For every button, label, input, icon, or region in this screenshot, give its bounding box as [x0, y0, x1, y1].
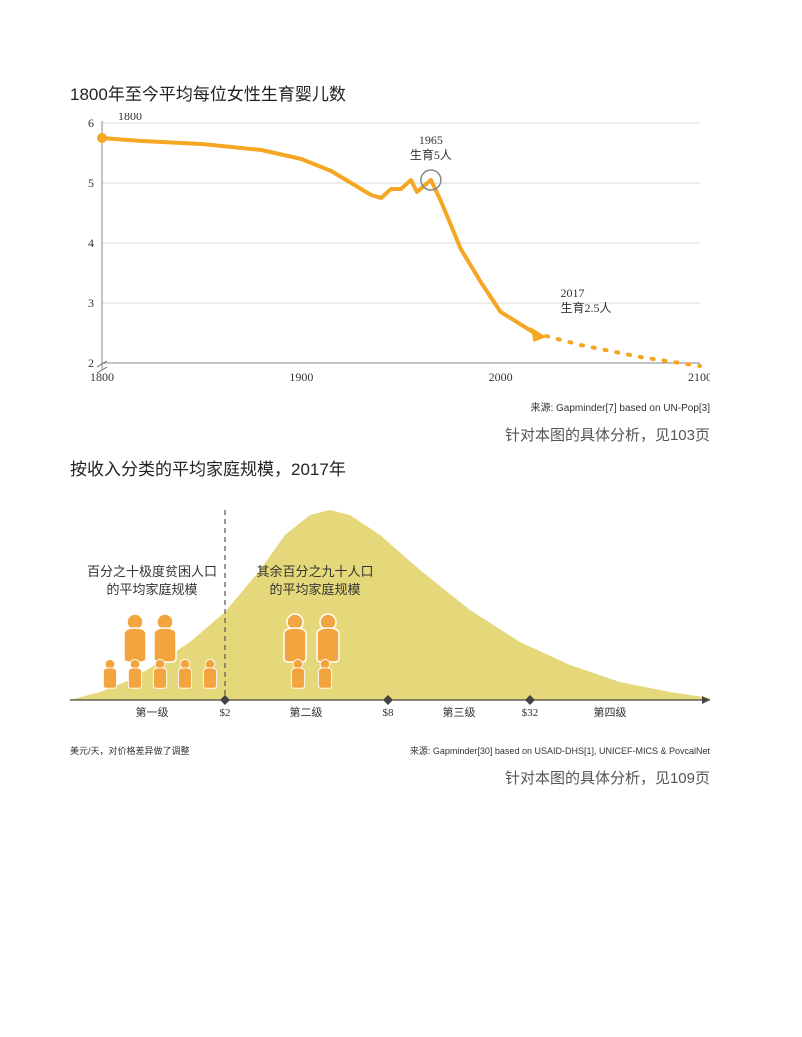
- svg-text:$32: $32: [522, 707, 539, 719]
- svg-text:3: 3: [88, 296, 94, 310]
- svg-text:2000: 2000: [489, 370, 513, 384]
- svg-text:第一级: 第一级: [136, 705, 169, 719]
- svg-text:生育2.5人: 生育2.5人: [560, 300, 611, 315]
- svg-text:1900: 1900: [289, 370, 313, 384]
- svg-text:百分之十极度贫困人口: 百分之十极度贫困人口: [87, 564, 217, 579]
- svg-text:5: 5: [88, 176, 94, 190]
- svg-text:第三级: 第三级: [443, 705, 476, 719]
- svg-text:的平均家庭规模: 的平均家庭规模: [106, 582, 197, 597]
- svg-text:$8: $8: [383, 707, 395, 719]
- chart2-title: 按收入分类的平均家庭规模，2017年: [70, 455, 732, 480]
- chart2-source: 来源: Gapminder[30] based on USAID-DHS[1],…: [410, 744, 710, 757]
- svg-text:$2: $2: [220, 707, 231, 719]
- svg-text:2017: 2017: [560, 286, 584, 300]
- svg-text:2: 2: [88, 356, 94, 370]
- svg-text:第二级: 第二级: [290, 705, 323, 719]
- chart2-footer-row: 美元/天，对价格差异做了调整 来源: Gapminder[30] based o…: [70, 744, 710, 757]
- svg-text:1800: 1800: [90, 370, 114, 384]
- svg-text:2100: 2100: [688, 370, 710, 384]
- chart1-title: 1800年至今平均每位女性生育婴儿数: [70, 80, 732, 105]
- svg-text:1800: 1800: [118, 113, 142, 123]
- chart2-left-note: 美元/天，对价格差异做了调整: [70, 744, 190, 757]
- svg-text:第四级: 第四级: [594, 705, 627, 719]
- svg-text:6: 6: [88, 116, 94, 130]
- svg-text:1965: 1965: [419, 133, 443, 147]
- svg-text:其余百分之九十人口: 其余百分之九十人口: [256, 564, 373, 579]
- svg-text:生育5人: 生育5人: [410, 147, 452, 162]
- svg-text:的平均家庭规模: 的平均家庭规模: [269, 582, 360, 597]
- chart1-source: 来源: Gapminder[7] based on UN-Pop[3]: [70, 399, 710, 414]
- family-size-infographic: $2$8$32第一级第二级第三级第四级百分之十极度贫困人口的平均家庭规模其余百分…: [70, 500, 710, 740]
- chart1-reference: 针对本图的具体分析，见103页: [70, 424, 710, 445]
- chart2-reference: 针对本图的具体分析，见109页: [70, 767, 710, 788]
- svg-text:4: 4: [88, 236, 94, 250]
- fertility-line-chart: 2 3 4 5 6 1800 1900 2000 2100 1800 1965生育5人 2017生育2…: [70, 113, 710, 393]
